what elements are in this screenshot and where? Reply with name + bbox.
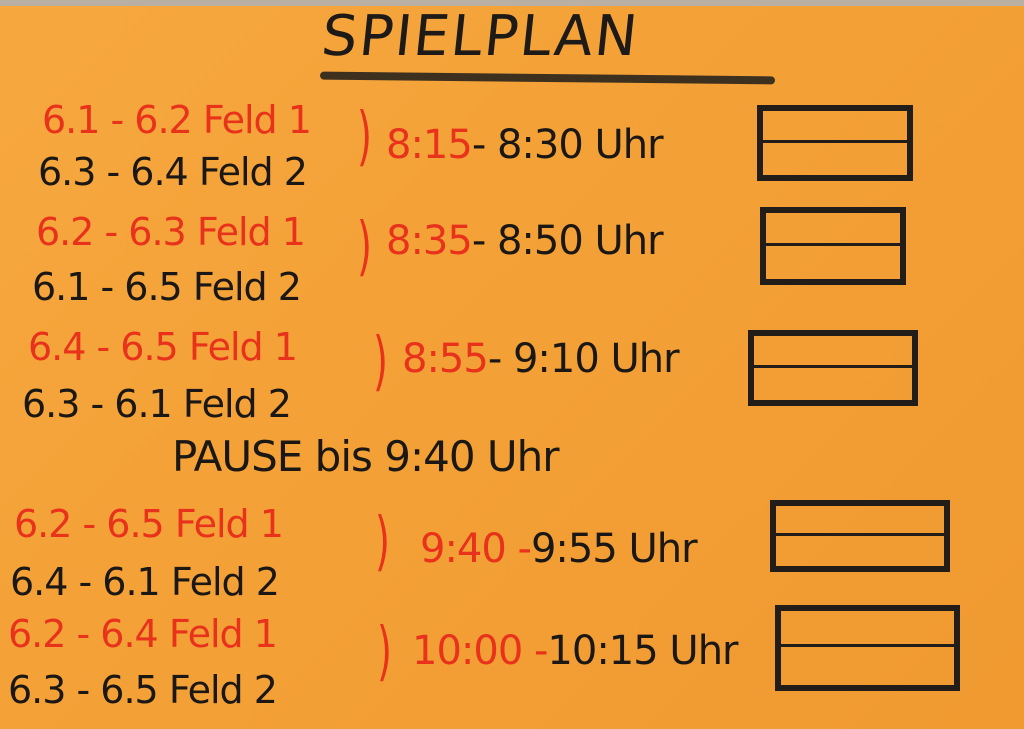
round-4-start: 9:40 - — [420, 526, 532, 572]
round-4-match-1: 6.2 - 6.5 Feld 1 — [14, 502, 284, 546]
round-1-match-2: 6.3 - 6.4 Feld 2 — [38, 150, 308, 194]
round-1-time: 8:15- 8:30 Uhr — [386, 122, 664, 168]
round-5-end: 10:15 Uhr — [547, 628, 738, 674]
table-edge — [0, 0, 1024, 6]
round-5-bracket: ) — [376, 615, 392, 689]
round-5-result-box — [775, 605, 960, 691]
round-1-bracket: ) — [356, 100, 372, 174]
pause-note: PAUSE bis 9:40 Uhr — [172, 432, 560, 481]
round-5-match-1: 6.2 - 6.4 Feld 1 — [8, 612, 278, 656]
round-2-time: 8:35- 8:50 Uhr — [386, 218, 664, 264]
round-2-result-box — [760, 207, 906, 285]
round-3-result-box — [748, 330, 918, 406]
round-3-match-1: 6.4 - 6.5 Feld 1 — [28, 325, 298, 369]
round-4-end: 9:55 Uhr — [530, 526, 698, 572]
round-4-result-box — [770, 500, 950, 572]
round-3-time: 8:55- 9:10 Uhr — [402, 336, 680, 382]
round-2-match-1: 6.2 - 6.3 Feld 1 — [36, 210, 306, 254]
round-4-bracket: ) — [374, 505, 390, 579]
round-5-match-2: 6.3 - 6.5 Feld 2 — [8, 668, 278, 712]
round-3-match-2: 6.3 - 6.1 Feld 2 — [22, 382, 292, 426]
round-4-match-2: 6.4 - 6.1 Feld 2 — [10, 560, 280, 604]
round-3-start: 8:55 — [402, 336, 489, 382]
round-2-end: - 8:50 Uhr — [471, 218, 664, 264]
round-1-match-1: 6.1 - 6.2 Feld 1 — [42, 98, 312, 142]
round-4-time: 9:40 -9:55 Uhr — [420, 526, 698, 572]
round-2-match-2: 6.1 - 6.5 Feld 2 — [32, 265, 302, 309]
round-2-start: 8:35 — [386, 218, 473, 264]
round-3-bracket: ) — [372, 325, 388, 399]
round-5-time: 10:00 -10:15 Uhr — [412, 628, 738, 674]
round-1-result-box — [757, 105, 913, 181]
poster-title: SPIELPLAN — [318, 4, 643, 69]
round-1-end: - 8:30 Uhr — [471, 122, 664, 168]
round-5-start: 10:00 - — [412, 628, 548, 674]
round-3-end: - 9:10 Uhr — [487, 336, 680, 382]
round-2-bracket: ) — [356, 210, 372, 284]
round-1-start: 8:15 — [386, 122, 473, 168]
